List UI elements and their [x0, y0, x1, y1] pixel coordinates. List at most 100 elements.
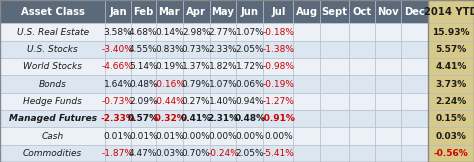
Text: 5.14%: 5.14%	[129, 62, 157, 71]
Text: Sept: Sept	[321, 7, 347, 17]
Bar	[293, 93, 319, 110]
Text: 0.83%: 0.83%	[155, 45, 184, 54]
Bar	[105, 0, 131, 23]
Bar	[401, 0, 428, 23]
Bar	[428, 75, 474, 93]
Bar	[131, 127, 156, 145]
Text: 3.73%: 3.73%	[435, 80, 466, 89]
Bar	[264, 127, 293, 145]
Text: 0.57%: 0.57%	[128, 114, 159, 123]
Bar	[210, 23, 237, 41]
Text: Oct: Oct	[352, 7, 372, 17]
Bar	[237, 110, 264, 127]
Bar	[183, 41, 210, 58]
Text: -0.16%: -0.16%	[153, 80, 185, 89]
Bar	[349, 23, 375, 41]
Text: 2.05%: 2.05%	[236, 149, 264, 158]
Bar	[428, 0, 474, 23]
Bar	[264, 0, 293, 23]
Bar	[183, 145, 210, 162]
Bar	[264, 23, 293, 41]
Text: World Stocks: World Stocks	[23, 62, 82, 71]
Bar	[375, 127, 401, 145]
Text: 0.01%: 0.01%	[104, 132, 132, 140]
Text: -0.91%: -0.91%	[261, 114, 296, 123]
Text: 0.48%: 0.48%	[129, 80, 157, 89]
Text: -0.32%: -0.32%	[152, 114, 187, 123]
Bar	[183, 93, 210, 110]
Bar	[319, 41, 349, 58]
Text: -0.18%: -0.18%	[262, 28, 294, 37]
Text: Nov: Nov	[377, 7, 399, 17]
Bar	[401, 127, 428, 145]
Bar	[105, 23, 131, 41]
Text: -5.41%: -5.41%	[263, 149, 294, 158]
Bar	[105, 75, 131, 93]
Text: Dec: Dec	[404, 7, 425, 17]
Bar	[428, 110, 474, 127]
Text: 4.55%: 4.55%	[129, 45, 157, 54]
Bar	[293, 0, 319, 23]
Bar	[319, 145, 349, 162]
Bar	[293, 127, 319, 145]
Text: -0.44%: -0.44%	[154, 97, 185, 106]
Bar	[293, 75, 319, 93]
Bar	[349, 75, 375, 93]
Text: 5.57%: 5.57%	[435, 45, 466, 54]
Bar	[428, 93, 474, 110]
Bar	[156, 0, 183, 23]
Text: 0.03%: 0.03%	[155, 149, 184, 158]
Text: Bonds: Bonds	[39, 80, 67, 89]
Bar	[237, 145, 264, 162]
Bar	[210, 0, 237, 23]
Bar	[375, 93, 401, 110]
Bar	[131, 93, 156, 110]
Bar	[131, 58, 156, 75]
Text: -0.98%: -0.98%	[262, 62, 294, 71]
Text: 0.01%: 0.01%	[129, 132, 158, 140]
Bar	[237, 58, 264, 75]
Text: Apr: Apr	[186, 7, 206, 17]
Bar	[105, 41, 131, 58]
Text: 0.00%: 0.00%	[264, 132, 293, 140]
Text: 1.37%: 1.37%	[182, 62, 210, 71]
Bar	[428, 145, 474, 162]
Text: -0.24%: -0.24%	[207, 149, 239, 158]
Bar	[375, 110, 401, 127]
Bar	[0, 75, 105, 93]
Bar	[237, 0, 264, 23]
Bar	[105, 58, 131, 75]
Bar	[183, 0, 210, 23]
Text: 2.05%: 2.05%	[236, 45, 264, 54]
Text: -2.33%: -2.33%	[100, 114, 136, 123]
Bar	[131, 23, 156, 41]
Bar	[401, 145, 428, 162]
Bar	[210, 145, 237, 162]
Text: -1.27%: -1.27%	[263, 97, 294, 106]
Text: -0.73%: -0.73%	[102, 97, 134, 106]
Bar	[428, 127, 474, 145]
Text: 0.70%: 0.70%	[182, 149, 210, 158]
Bar	[210, 58, 237, 75]
Bar	[131, 75, 156, 93]
Bar	[349, 110, 375, 127]
Text: Commodities: Commodities	[23, 149, 82, 158]
Bar	[428, 23, 474, 41]
Text: Aug: Aug	[295, 7, 318, 17]
Text: Asset Class: Asset Class	[21, 7, 84, 17]
Bar	[237, 75, 264, 93]
Text: Mar: Mar	[158, 7, 180, 17]
Text: -1.87%: -1.87%	[102, 149, 134, 158]
Bar	[131, 110, 156, 127]
Bar	[0, 110, 105, 127]
Bar	[401, 23, 428, 41]
Text: 0.01%: 0.01%	[155, 132, 184, 140]
Text: 1.72%: 1.72%	[236, 62, 264, 71]
Bar	[349, 127, 375, 145]
Bar	[237, 93, 264, 110]
Bar	[156, 110, 183, 127]
Bar	[0, 145, 105, 162]
Text: May: May	[211, 7, 235, 17]
Bar	[183, 110, 210, 127]
Bar	[401, 93, 428, 110]
